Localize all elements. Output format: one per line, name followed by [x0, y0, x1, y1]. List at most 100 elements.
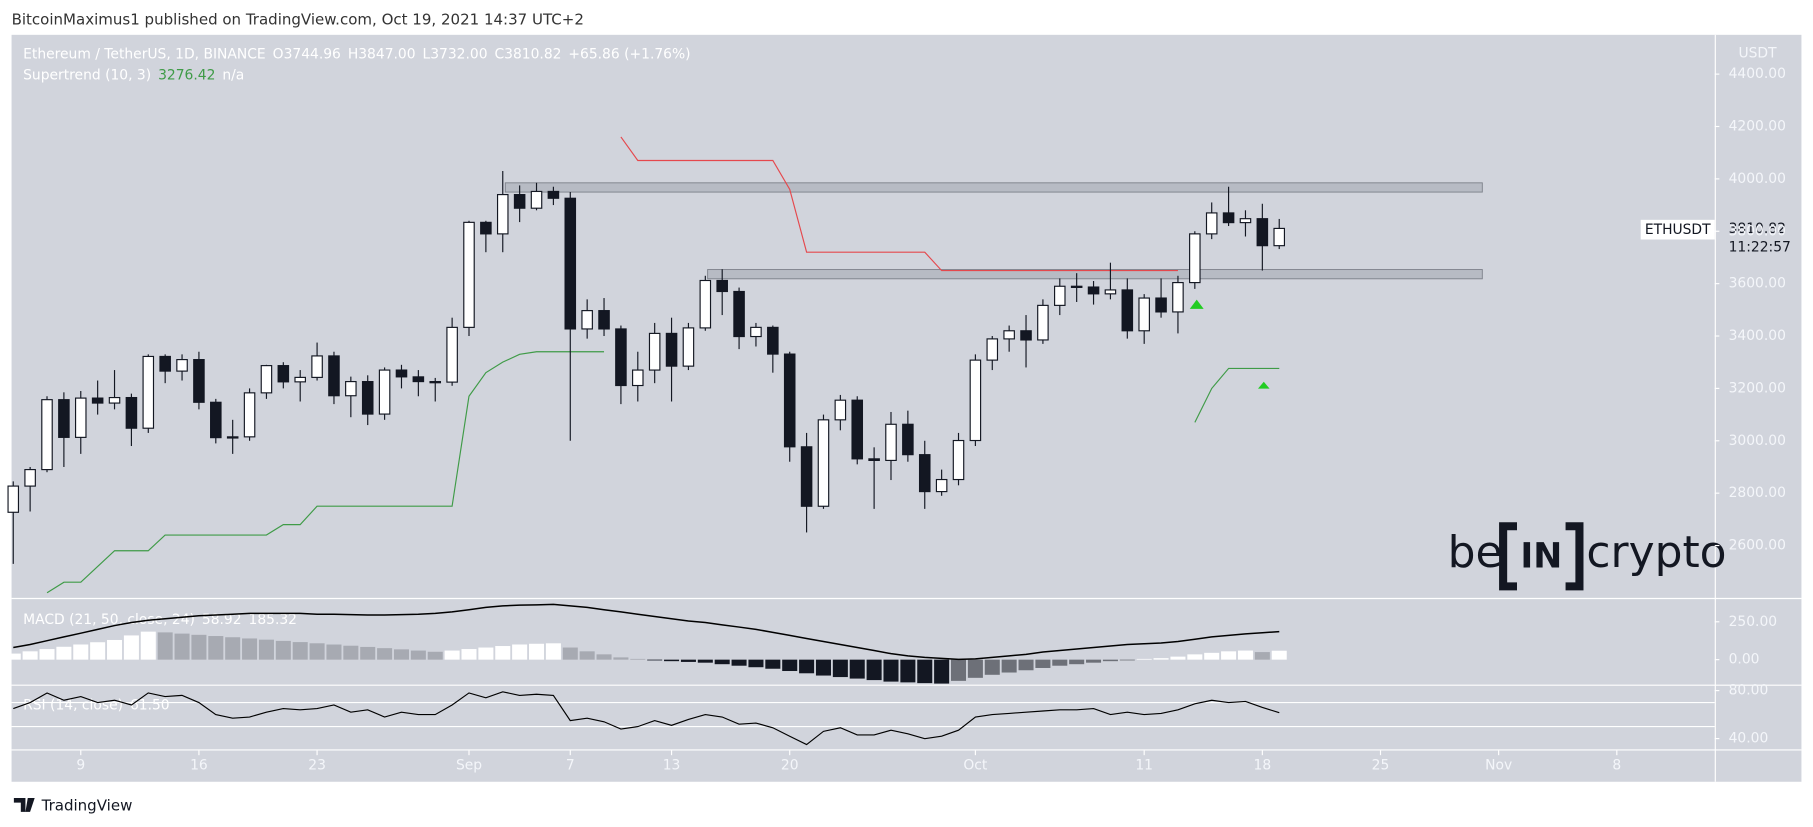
- watermark: be IN crypto: [1448, 522, 1727, 591]
- legend-value: 185.32: [249, 612, 297, 628]
- candle-body: [1037, 304, 1049, 341]
- macd-histogram-bar: [343, 645, 359, 660]
- macd-histogram-bar: [596, 654, 612, 660]
- candle-body: [750, 326, 762, 338]
- macd-histogram-bar: [1018, 659, 1034, 671]
- candle-body: [851, 399, 864, 460]
- y-tick-label: 80.00: [1729, 683, 1769, 699]
- y-tick-label: 3000.00: [1729, 433, 1786, 449]
- macd-histogram-bar: [461, 649, 477, 660]
- resistance-zone: [504, 182, 1483, 193]
- macd-histogram-bar: [495, 646, 511, 660]
- macd-histogram-bar: [225, 637, 241, 660]
- candle-body: [682, 327, 695, 367]
- candle-body: [1020, 330, 1032, 341]
- macd-histogram-bar: [613, 657, 629, 660]
- candle-body: [311, 355, 323, 378]
- candle-body: [176, 359, 188, 372]
- candle-body: [24, 469, 36, 487]
- candle-body: [7, 485, 20, 513]
- x-tick-label: 18: [1254, 758, 1272, 774]
- x-tick-label: 13: [663, 758, 681, 774]
- macd-histogram-bar: [5, 653, 21, 660]
- candle-body: [699, 279, 712, 329]
- macd-histogram-bar: [1102, 659, 1118, 662]
- candle-body: [632, 369, 644, 387]
- x-tick-label: 23: [308, 758, 326, 774]
- candle-body: [767, 326, 779, 355]
- candle-body: [463, 221, 475, 328]
- x-tick-label: Nov: [1485, 758, 1512, 774]
- candle-body: [361, 381, 374, 415]
- candle-body: [885, 423, 897, 462]
- y-tick-label: 3600.00: [1729, 276, 1786, 292]
- candle-body: [412, 376, 425, 383]
- support-zone: [707, 269, 1483, 280]
- legend-key: H: [348, 46, 358, 62]
- supertrend-legend: Supertrend (10, 3) 3276.42 n/a: [23, 67, 244, 83]
- macd-histogram-bar: [39, 649, 55, 660]
- candle-body: [918, 454, 931, 493]
- logo-in: IN: [1520, 536, 1562, 576]
- macd-histogram-bar: [1035, 659, 1051, 668]
- last-price: 3810.82: [1729, 221, 1786, 237]
- candle-body: [1222, 212, 1235, 224]
- macd-histogram-bar: [680, 659, 696, 662]
- y-tick-label: 2800.00: [1729, 485, 1786, 501]
- macd-histogram-bar: [242, 638, 258, 660]
- y-tick-label: 0.00: [1729, 652, 1760, 668]
- symbol-label: ETHUSDT: [1645, 222, 1711, 238]
- logo-bracket: [1499, 522, 1584, 591]
- y-tick-label: 3400.00: [1729, 328, 1786, 344]
- candle-body: [1239, 218, 1252, 224]
- legend-key: O: [273, 46, 284, 62]
- candle-body: [834, 399, 847, 421]
- candle-body: [226, 436, 239, 439]
- candle-body: [665, 332, 678, 367]
- macd-histogram-bar: [950, 659, 967, 681]
- macd-histogram-bar: [1187, 654, 1203, 660]
- legend-value: 3810.82: [504, 46, 561, 62]
- candle-body: [108, 396, 121, 404]
- y-tick-label: 250.00: [1729, 614, 1778, 630]
- macd-histogram-bar: [1221, 651, 1237, 660]
- y-tick-label: 4200.00: [1729, 118, 1786, 134]
- macd-line: [13, 603, 1280, 661]
- candle-body: [986, 338, 999, 361]
- candle-body: [1087, 286, 1100, 295]
- macd-histogram-bar: [562, 647, 578, 660]
- macd-histogram-bar: [714, 659, 730, 665]
- candle-body: [345, 381, 357, 397]
- candle-body: [598, 310, 610, 330]
- y-tick-label: 2600.00: [1729, 538, 1786, 554]
- macd-histogram-bar: [360, 646, 376, 660]
- macd-histogram-bar: [1271, 650, 1287, 660]
- candle-body: [1003, 330, 1015, 340]
- candle-body: [1070, 285, 1083, 288]
- macd-histogram-bar: [967, 659, 983, 678]
- buy-signal: [1258, 381, 1270, 389]
- macd-histogram-bar: [984, 659, 1000, 675]
- legend-key: L: [422, 46, 430, 62]
- macd-histogram-bar: [1237, 650, 1253, 660]
- macd-histogram-bar: [73, 644, 89, 660]
- legend-title: MACD (21, 50, close, 24): [23, 612, 195, 628]
- macd-histogram-bar: [866, 659, 882, 681]
- candle-body: [328, 355, 340, 397]
- macd-histogram-bar: [1136, 658, 1152, 660]
- candle-body: [1155, 297, 1167, 313]
- candle-body: [193, 359, 205, 403]
- candle-body: [868, 458, 880, 462]
- macd-histogram-bar: [22, 651, 38, 660]
- y-tick-label: 3800.00: [1729, 223, 1786, 239]
- publisher: BitcoinMaximus1 published on TradingView…: [12, 10, 584, 28]
- candle-body: [480, 221, 492, 235]
- candle-body: [159, 355, 171, 372]
- candle-body: [952, 439, 965, 481]
- candle-body: [733, 290, 745, 338]
- macd-histogram-bar: [123, 635, 139, 660]
- candle-body: [1054, 285, 1066, 306]
- candle-body: [1189, 233, 1201, 284]
- legend-title: Supertrend (10, 3): [23, 67, 151, 83]
